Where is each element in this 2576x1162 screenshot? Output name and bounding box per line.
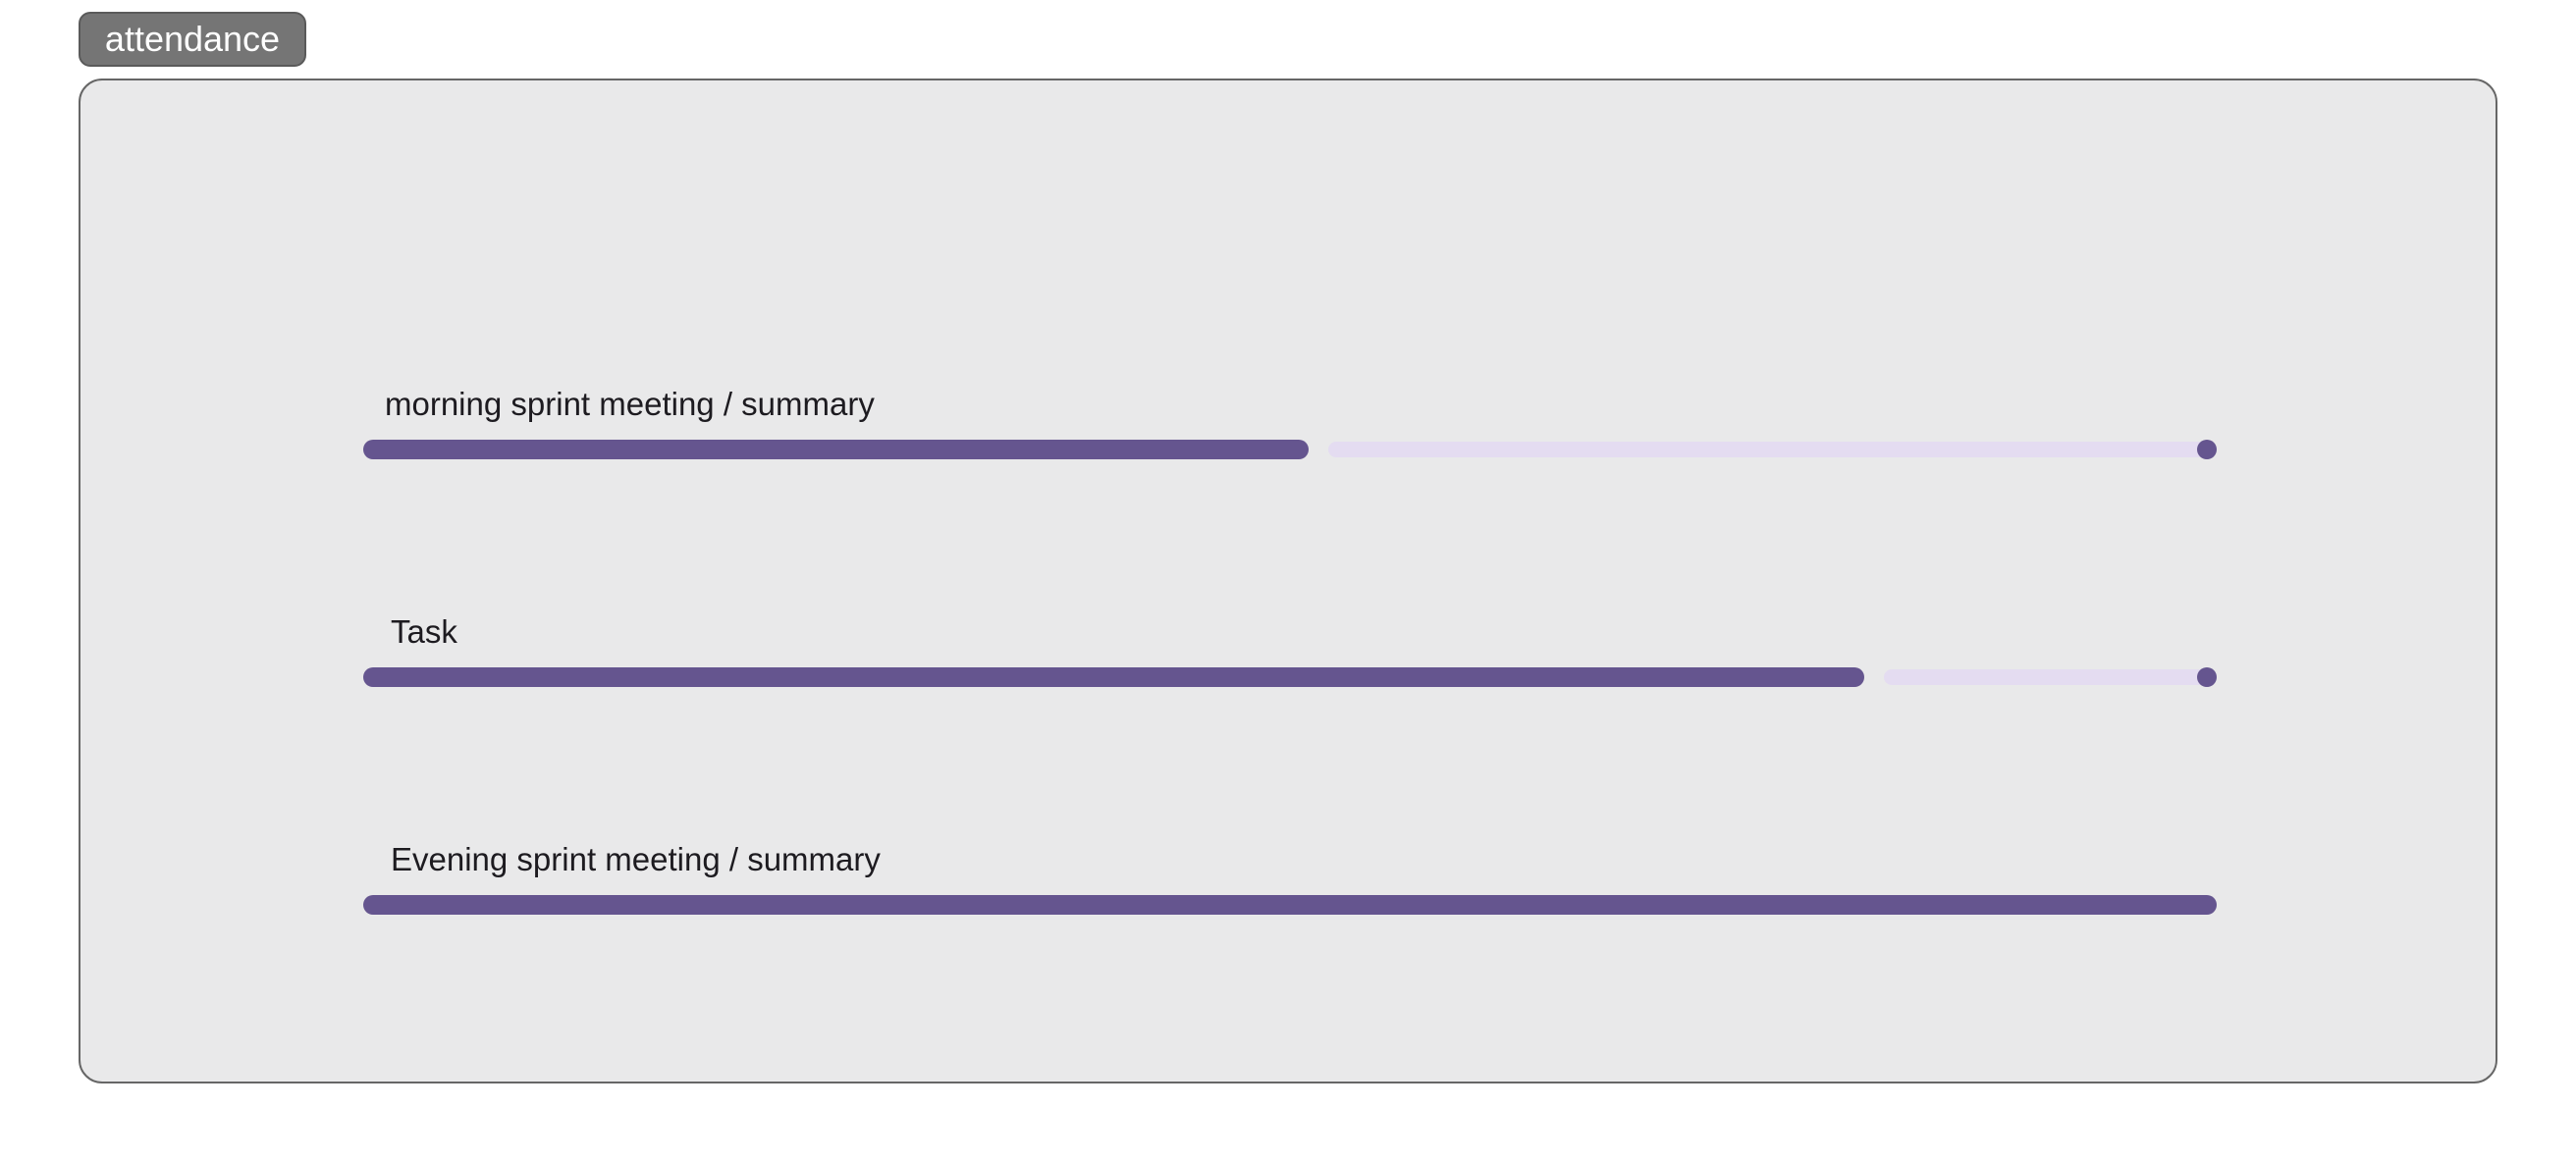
progress-fill (363, 667, 1864, 687)
progress-label: morning sprint meeting / summary (385, 385, 875, 424)
progress-label: Evening sprint meeting / summary (391, 840, 881, 879)
attendance-panel: morning sprint meeting / summary Task Ev… (79, 79, 2497, 1083)
progress-indicator (363, 440, 2217, 459)
progress-stop-indicator (2197, 440, 2217, 459)
progress-fill (363, 895, 2217, 915)
progress-indicator (363, 667, 2217, 687)
progress-remaining-track (1328, 442, 2217, 457)
progress-row-morning: morning sprint meeting / summary (363, 385, 2217, 483)
attendance-tab[interactable]: attendance (79, 12, 306, 67)
progress-row-task: Task (363, 612, 2217, 711)
progress-indicator (363, 895, 2217, 915)
progress-label: Task (391, 612, 457, 652)
progress-remaining-track (1884, 669, 2217, 685)
progress-fill (363, 440, 1309, 459)
progress-stop-indicator (2197, 667, 2217, 687)
progress-row-evening: Evening sprint meeting / summary (363, 840, 2217, 938)
attendance-tab-label: attendance (105, 19, 280, 59)
